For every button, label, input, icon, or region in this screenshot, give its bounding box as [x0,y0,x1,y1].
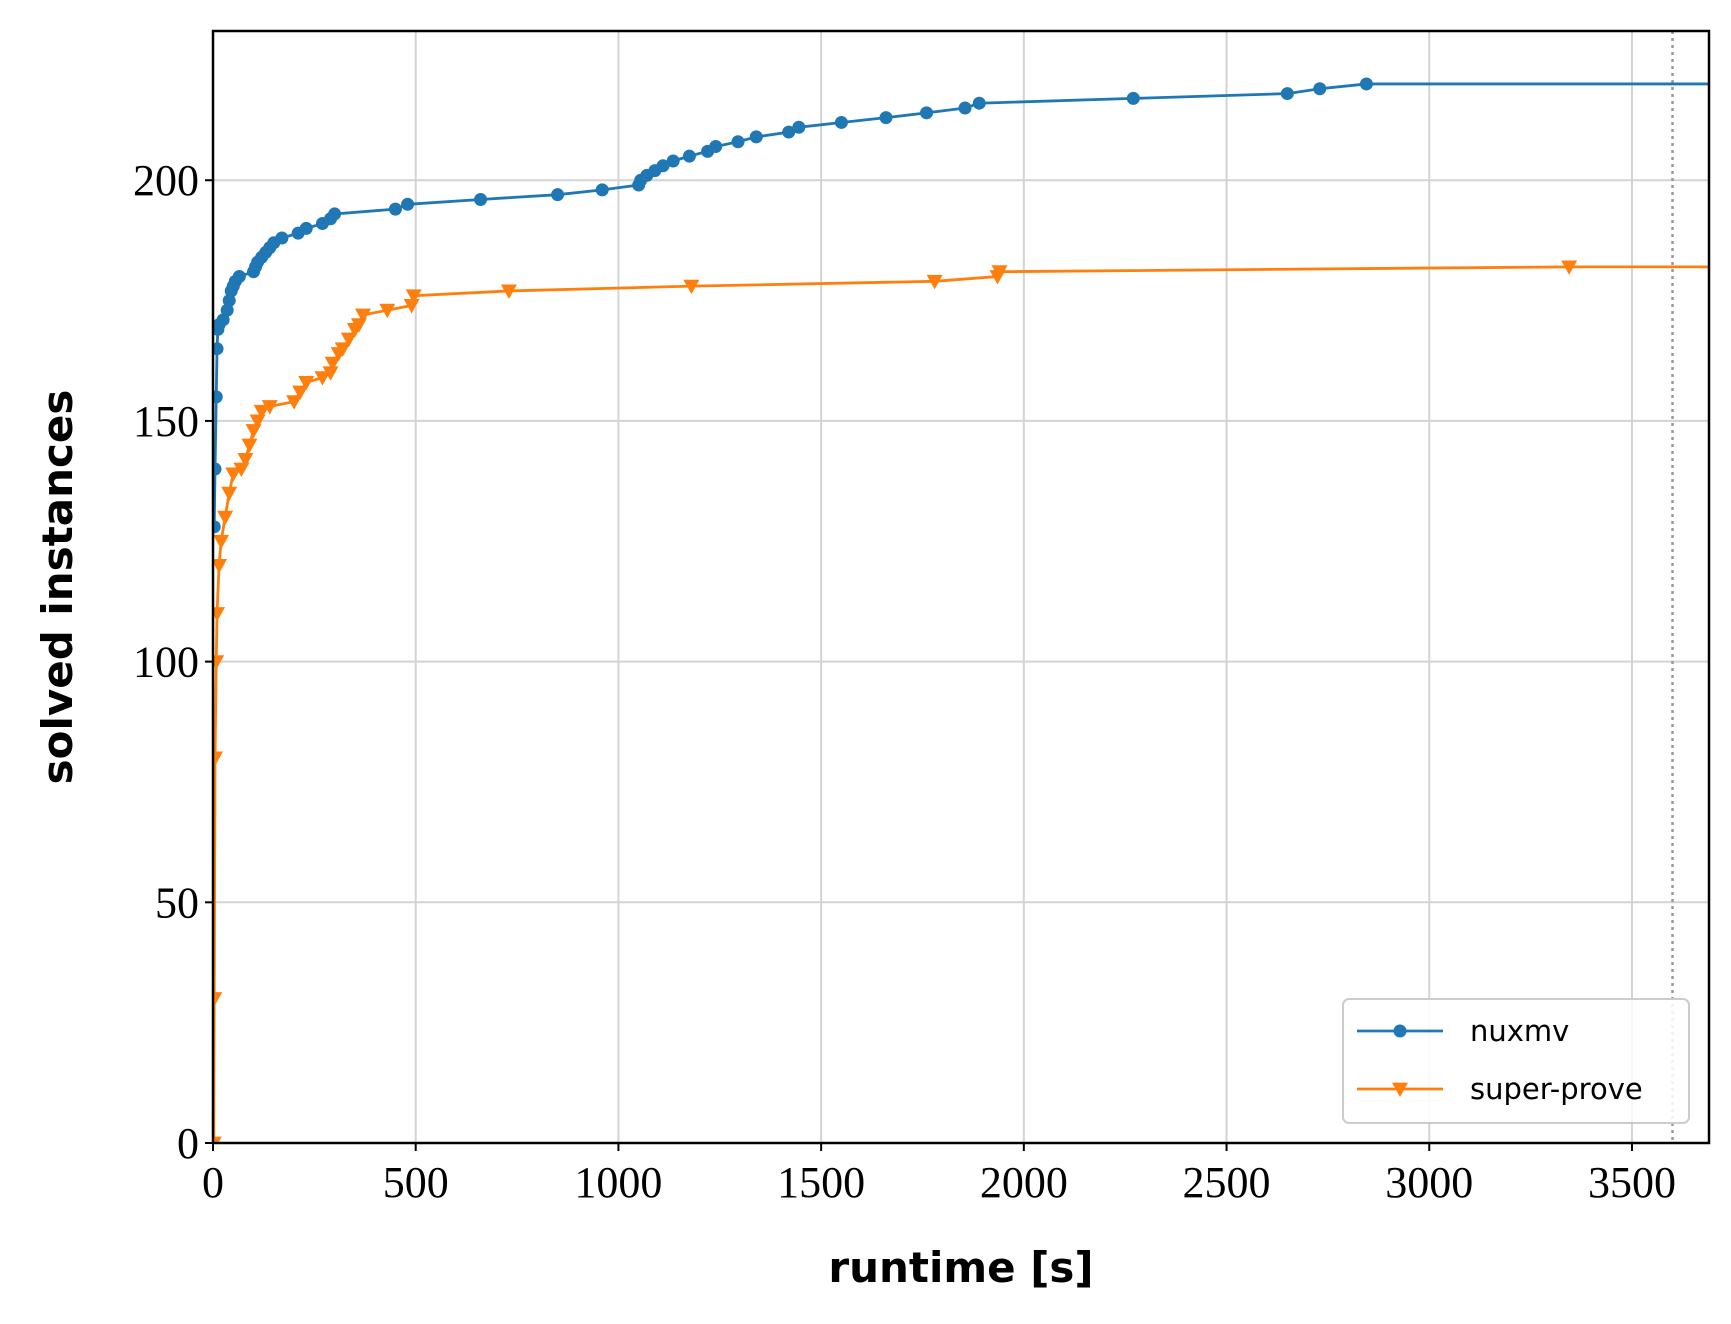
y-axis-label: solved instances [33,390,82,785]
marker [972,96,986,110]
marker [213,462,222,476]
marker [299,221,313,235]
y-tick-label: 50 [155,878,199,927]
marker [292,385,309,401]
marker [213,520,221,534]
marker [749,130,763,144]
marker [1313,82,1327,96]
marker [656,159,670,173]
marker [213,1136,222,1143]
marker [1126,91,1140,105]
x-tick-label: 0 [202,1158,224,1207]
marker [731,135,745,149]
marker [958,101,972,115]
marker [879,111,893,125]
marker [213,655,225,670]
marker [213,342,224,356]
marker [241,438,258,453]
x-tick-label: 1000 [574,1158,662,1207]
x-tick-label: 3000 [1385,1158,1473,1207]
marker [683,279,700,295]
x-tick-label: 2000 [980,1158,1068,1207]
marker [275,231,289,245]
marker [551,188,565,202]
marker [709,140,723,154]
legend-label: nuxmv [1470,1014,1569,1048]
y-tick-label: 150 [133,397,199,446]
x-tick-label: 500 [383,1158,449,1207]
marker [328,207,342,221]
marker [405,289,422,304]
marker [474,192,488,206]
marker [245,424,262,439]
marker [298,376,315,391]
marker [1561,260,1578,275]
marker [213,751,224,766]
marker [237,453,254,468]
marker [1392,1082,1408,1097]
axes-frame [211,29,1711,1145]
marker [595,183,609,197]
marker [782,125,796,139]
marker [920,106,934,120]
marker [225,467,242,482]
marker [213,534,230,550]
marker [1359,77,1373,91]
marker [403,298,420,314]
marker [253,404,270,420]
marker [213,607,226,622]
x-tick-label: 2500 [1183,1158,1271,1207]
marker [401,197,415,211]
marker [261,400,278,415]
marker [355,308,372,324]
marker [834,115,848,129]
marker [379,303,396,319]
marker [792,120,806,134]
y-tick-label: 100 [133,638,199,687]
y-tick-label: 200 [133,156,199,205]
marker [213,992,223,1007]
marker [217,510,234,526]
marker [340,332,357,348]
marker [334,342,351,357]
legend-label: super-prove [1470,1072,1643,1106]
marker [666,154,680,168]
x-tick-label: 3500 [1588,1158,1676,1207]
marker [213,390,223,404]
marker [1393,1024,1407,1038]
marker [388,202,402,216]
x-axis-label: runtime [s] [828,1243,1093,1292]
marker [221,486,238,502]
y-tick-label: 0 [177,1119,199,1168]
marker [500,284,517,299]
marker [926,274,943,290]
x-tick-label: 1500 [777,1158,865,1207]
marker [314,371,331,386]
marker [1280,87,1294,101]
marker [232,270,246,284]
marker [324,356,341,372]
marker [286,395,303,410]
marker [682,149,696,163]
marker [991,265,1008,280]
marker [213,558,228,574]
marker [322,366,339,381]
plot-area [213,77,1709,1143]
